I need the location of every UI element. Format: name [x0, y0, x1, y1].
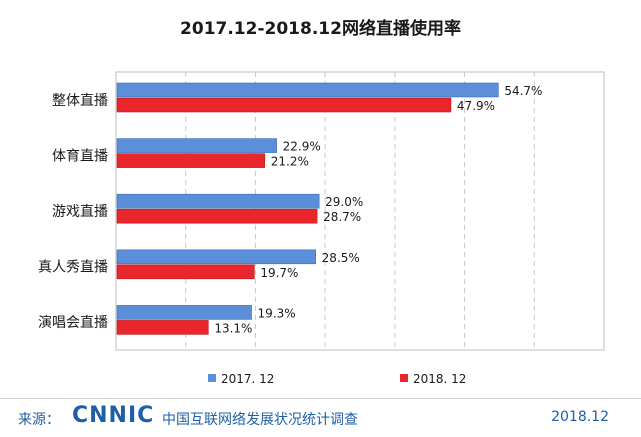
- category-label: 游戏直播: [52, 203, 108, 220]
- data-label: 28.5%: [322, 251, 360, 265]
- bar-series-2017: [116, 138, 277, 153]
- data-label: 54.7%: [504, 84, 542, 98]
- bar-series-2017: [116, 305, 252, 320]
- category-label: 演唱会直播: [38, 314, 108, 331]
- data-label: 47.9%: [457, 99, 495, 113]
- bar-series-2018: [116, 97, 452, 113]
- footer: 来源： CNNIC 中国互联网络发展状况统计调查 2018.12: [0, 398, 641, 437]
- legend-swatch: [208, 374, 216, 382]
- bar-series-2018: [116, 208, 318, 224]
- data-label: 28.7%: [323, 210, 361, 224]
- category-label: 真人秀直播: [38, 259, 108, 276]
- data-label: 13.1%: [214, 321, 252, 335]
- plot-frame: [115, 71, 605, 351]
- bar-series-2017: [116, 82, 499, 98]
- data-label: 19.3%: [258, 306, 296, 320]
- legend-swatch: [400, 374, 408, 382]
- bar-series-2017: [116, 193, 320, 209]
- legend-label: 2017. 12: [221, 372, 274, 386]
- data-label: 19.7%: [260, 266, 298, 280]
- bar-series-2018: [116, 153, 266, 168]
- footer-date: 2018.12: [551, 409, 609, 425]
- source-label: 来源：: [18, 412, 60, 428]
- bar-series-2018: [116, 320, 209, 335]
- chart-svg: 整体直播54.7%47.9%体育直播22.9%21.2%游戏直播29.0%28.…: [38, 71, 605, 386]
- legend-label: 2018. 12: [413, 372, 466, 386]
- data-label: 22.9%: [283, 140, 321, 154]
- bar-series-2017: [116, 249, 316, 265]
- cnnic-logo: CNNIC: [72, 403, 155, 428]
- bar-series-2018: [116, 264, 255, 280]
- data-label: 21.2%: [271, 155, 309, 169]
- category-label: 体育直播: [52, 147, 108, 164]
- org-name: 中国互联网络发展状况统计调查: [162, 412, 358, 428]
- category-label: 整体直播: [52, 92, 108, 109]
- data-label: 29.0%: [325, 195, 363, 209]
- chart-title: 2017.12-2018.12网络直播使用率: [180, 19, 461, 39]
